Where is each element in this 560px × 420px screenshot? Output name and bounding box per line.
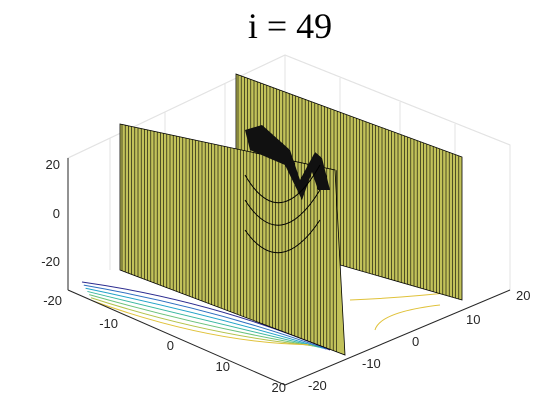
x-tick-labels: -20 -10 0 10 20 (43, 293, 286, 395)
surface-sheets (119, 73, 463, 356)
surface-ridge (245, 125, 330, 200)
saddle-curve (244, 189, 321, 226)
contour-line (89, 294, 316, 347)
x-tick-neg10: -10 (99, 316, 118, 331)
y-tick-neg10: -10 (362, 356, 381, 371)
contour-line (90, 297, 313, 346)
contour-line (83, 284, 327, 350)
x-tick-0: 0 (167, 338, 174, 353)
y-tick-0: 0 (412, 334, 419, 349)
contour-line (85, 287, 323, 349)
y-tick-labels: -20 -10 0 10 20 (308, 288, 530, 393)
z-tick-20: 20 (46, 157, 60, 172)
front-axes (67, 158, 511, 386)
saddle-curve (244, 164, 321, 203)
x-tick-10: 10 (216, 359, 230, 374)
front-sheet (119, 123, 346, 356)
z-tick-neg20: -20 (41, 254, 60, 269)
x-tick-20: 20 (272, 380, 286, 395)
contour-line (92, 300, 309, 346)
y-tick-20: 20 (516, 288, 530, 303)
x-tick-neg20: -20 (43, 293, 62, 308)
floor-contours (81, 281, 456, 351)
z-tick-0: 0 (53, 206, 60, 221)
saddle-curve (244, 219, 321, 254)
contour-line (374, 304, 441, 331)
z-tick-labels: 20 0 -20 (41, 157, 60, 269)
chart-title: i = 49 (248, 6, 332, 46)
y-tick-neg20: -20 (308, 378, 327, 393)
y-tick-10: 10 (466, 312, 480, 327)
contour-line (87, 290, 320, 348)
